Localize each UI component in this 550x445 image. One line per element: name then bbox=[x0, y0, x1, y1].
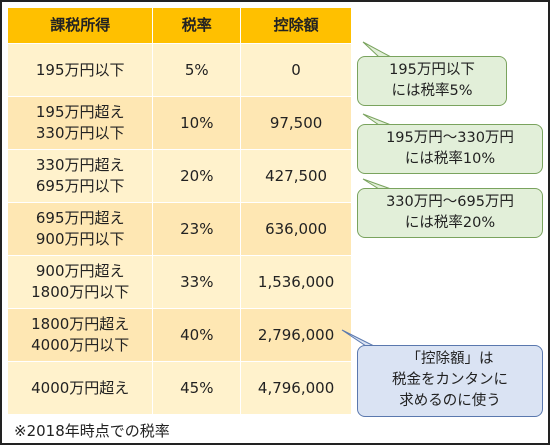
deduction-cell: 4,796,000 bbox=[240, 361, 352, 415]
income-cell: 695万円超え 900万円以下 bbox=[6, 202, 154, 256]
table-row: 1800万円超え 4000万円以下 40% 2,796,000 bbox=[6, 308, 352, 362]
callout-line: には税率5% bbox=[391, 83, 473, 99]
income-line: 195万円以下 bbox=[35, 60, 125, 79]
header-rate: 税率 bbox=[152, 7, 242, 44]
rate-cell: 5% bbox=[152, 43, 242, 97]
income-line: 1800万円以下 bbox=[31, 283, 130, 301]
callout-line: 195万円～330万円 bbox=[386, 130, 514, 146]
table-row: 330万円超え 695万円以下 20% 427,500 bbox=[6, 149, 352, 203]
income-line: 900万円超え bbox=[35, 262, 125, 280]
income-line: 695万円超え bbox=[35, 209, 125, 227]
deduction-cell: 2,796,000 bbox=[240, 308, 352, 362]
income-cell: 1800万円超え 4000万円以下 bbox=[6, 308, 154, 362]
income-cell: 330万円超え 695万円以下 bbox=[6, 149, 154, 203]
rate-cell: 10% bbox=[152, 96, 242, 150]
callout-deduction-note: 「控除額」は 税金をカンタンに 求めるのに使う bbox=[357, 345, 543, 417]
callout-line: 「控除額」は bbox=[406, 351, 494, 367]
callout-bracket-10pct: 195万円～330万円 には税率10% bbox=[357, 124, 543, 174]
deduction-cell: 0 bbox=[240, 43, 352, 97]
income-line: 4000万円以下 bbox=[31, 336, 130, 354]
deduction-cell: 636,000 bbox=[240, 202, 352, 256]
rate-cell: 20% bbox=[152, 149, 242, 203]
income-line: 695万円以下 bbox=[35, 177, 125, 195]
table-header-row: 課税所得 税率 控除額 bbox=[6, 7, 352, 44]
callout-bracket-20pct: 330万円～695万円 には税率20% bbox=[357, 188, 543, 238]
callout-line: には税率10% bbox=[404, 151, 496, 167]
table-row: 4000万円超え 45% 4,796,000 bbox=[6, 361, 352, 415]
tax-rate-table: 課税所得 税率 控除額 195万円以下 5% 0 195万円超え 330万円以下 … bbox=[6, 7, 352, 415]
income-cell: 195万円超え 330万円以下 bbox=[6, 96, 154, 150]
callout-line: には税率20% bbox=[404, 215, 496, 231]
deduction-cell: 1,536,000 bbox=[240, 255, 352, 309]
rate-cell: 33% bbox=[152, 255, 242, 309]
table-row: 900万円超え 1800万円以下 33% 1,536,000 bbox=[6, 255, 352, 309]
income-line: 900万円以下 bbox=[35, 230, 125, 248]
income-line: 330万円超え bbox=[35, 156, 125, 174]
rate-cell: 45% bbox=[152, 361, 242, 415]
rate-cell: 40% bbox=[152, 308, 242, 362]
income-cell: 900万円超え 1800万円以下 bbox=[6, 255, 154, 309]
callout-line: 税金をカンタンに bbox=[392, 372, 508, 388]
income-cell: 195万円以下 bbox=[6, 43, 154, 97]
footnote: ※2018年時点での税率 bbox=[14, 422, 170, 440]
deduction-cell: 97,500 bbox=[240, 96, 352, 150]
income-line: 1800万円超え bbox=[31, 315, 130, 333]
income-line: 330万円以下 bbox=[35, 124, 125, 142]
income-line: 195万円超え bbox=[35, 103, 125, 121]
table-row: 195万円超え 330万円以下 10% 97,500 bbox=[6, 96, 352, 150]
header-income: 課税所得 bbox=[6, 7, 154, 44]
deduction-cell: 427,500 bbox=[240, 149, 352, 203]
callout-bracket-5pct: 195万円以下 には税率5% bbox=[357, 56, 507, 106]
income-cell: 4000万円超え bbox=[6, 361, 154, 415]
income-line: 4000万円超え bbox=[31, 378, 130, 397]
table-row: 195万円以下 5% 0 bbox=[6, 43, 352, 97]
callout-line: 195万円以下 bbox=[389, 62, 475, 78]
callout-line: 330万円～695万円 bbox=[386, 194, 514, 210]
table-row: 695万円超え 900万円以下 23% 636,000 bbox=[6, 202, 352, 256]
header-deduction: 控除額 bbox=[240, 7, 352, 44]
callout-line: 求めるのに使う bbox=[399, 393, 501, 409]
rate-cell: 23% bbox=[152, 202, 242, 256]
